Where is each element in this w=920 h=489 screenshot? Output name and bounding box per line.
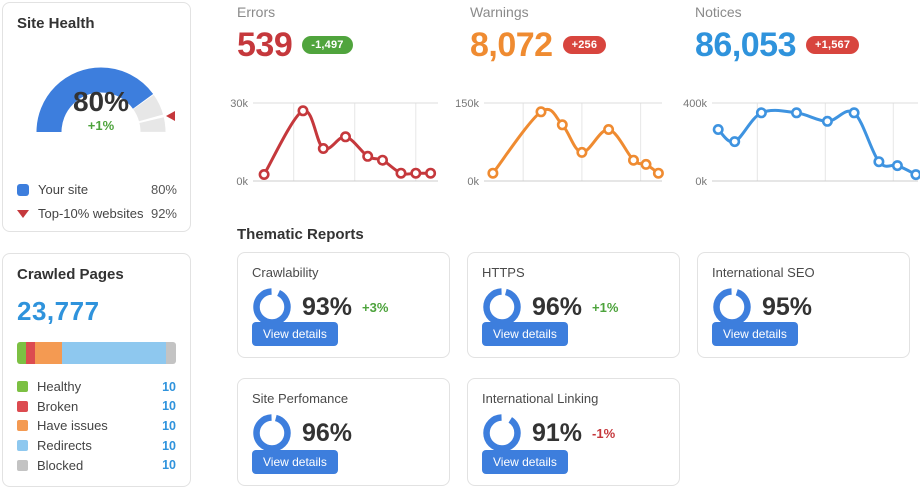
thematic-card-international-linking: International Linking 91% -1% View detai…	[467, 378, 680, 486]
have-issues-swatch-icon	[17, 420, 28, 432]
legend-item-healthy: Healthy 10	[17, 377, 176, 397]
thematic-card-crawlability: Crawlability 93% +3% View details	[237, 252, 450, 358]
notices-delta-badge: +1,567	[806, 36, 860, 54]
view-details-button[interactable]: View details	[252, 322, 338, 346]
warnings-metric: Warnings 8,072 +256	[470, 0, 688, 62]
gauge-track	[36, 67, 166, 133]
legend-label: Blocked	[37, 457, 84, 473]
healthy-swatch-icon	[17, 381, 28, 393]
legend-value: 80%	[150, 182, 177, 197]
warnings-value: 8,072	[470, 26, 553, 64]
errors-delta-badge: -1,497	[302, 36, 353, 54]
card-score: 93%	[302, 292, 353, 321]
card-score: 95%	[762, 292, 813, 321]
legend-value-link[interactable]: 10	[162, 379, 176, 394]
site-health-card: Site Health 80% +1% Your site 80% Top-10…	[2, 2, 191, 232]
legend-value-link[interactable]: 10	[162, 399, 176, 414]
bar-segment	[35, 342, 63, 364]
view-details-button[interactable]: View details	[712, 322, 798, 346]
benchmark-triangle-icon	[17, 209, 29, 218]
health-score-value: 80%	[73, 86, 129, 117]
svg-text:0k: 0k	[467, 176, 479, 188]
warnings-trend-chart: 150k 0k	[455, 98, 664, 188]
legend-item-blocked: Blocked 10	[17, 455, 176, 475]
thematic-card-site-performance: Site Perfomance 96% View details	[237, 378, 450, 486]
card-label: Site Perfomance	[252, 391, 349, 406]
legend-label: Healthy	[37, 379, 82, 395]
notices-label: Notices	[695, 4, 742, 20]
legend-label: Your site	[38, 182, 89, 197]
card-score: 91%	[532, 418, 583, 447]
legend-label: Have issues	[37, 418, 108, 434]
card-delta: -1%	[592, 425, 616, 441]
crawled-pages-total: 23,777	[17, 296, 100, 326]
legend-label: Broken	[37, 398, 79, 414]
thematic-card-international-seo: International SEO 95% View details	[697, 252, 910, 358]
blocked-swatch-icon	[17, 459, 28, 471]
notices-trend-chart: 400k 0k	[683, 98, 920, 188]
view-details-button[interactable]: View details	[482, 450, 568, 474]
donut-chart	[713, 288, 751, 326]
card-label: Crawlability	[252, 265, 319, 280]
crawled-pages-card: Crawled Pages 23,777 Healthy 10 Broken 1…	[2, 253, 191, 487]
legend-item-redirects: Redirects 10	[17, 436, 176, 456]
thematic-card-https: HTTPS 96% +1% View details	[467, 252, 680, 358]
notices-value: 86,053	[695, 26, 797, 64]
warnings-label: Warnings	[470, 4, 529, 20]
legend-value-link[interactable]: 10	[162, 438, 176, 453]
svg-text:150k: 150k	[455, 98, 479, 110]
view-details-button[interactable]: View details	[252, 450, 338, 474]
donut-chart	[253, 414, 291, 452]
card-delta: +3%	[362, 299, 389, 315]
legend-item-top10-websites: Top-10% websites 92%	[17, 206, 177, 221]
crawled-pages-legend: Healthy 10 Broken 10 Have issues 10 Redi…	[17, 377, 176, 475]
donut-chart	[483, 288, 521, 326]
notices-metric: Notices 86,053 +1,567	[695, 0, 913, 62]
card-delta: +1%	[592, 299, 619, 315]
crawled-pages-stacked-bar	[17, 342, 176, 364]
bar-segment	[17, 342, 26, 364]
broken-swatch-icon	[17, 400, 28, 412]
errors-label: Errors	[237, 4, 276, 20]
legend-value-link[interactable]: 10	[162, 418, 176, 433]
view-details-button[interactable]: View details	[482, 322, 568, 346]
svg-text:0k: 0k	[236, 176, 248, 188]
crawled-pages-title: Crawled Pages	[17, 266, 124, 283]
legend-label: Top-10% websites	[38, 206, 144, 221]
site-health-legend: Your site 80% Top-10% websites 92%	[17, 173, 177, 221]
thematic-reports-title: Thematic Reports	[237, 226, 364, 243]
card-label: HTTPS	[482, 265, 525, 280]
errors-value: 539	[237, 26, 293, 64]
card-label: International Linking	[482, 391, 599, 406]
legend-label: Redirects	[37, 438, 92, 454]
svg-text:0k: 0k	[695, 176, 707, 188]
legend-item-have-issues: Have issues 10	[17, 416, 176, 436]
donut-chart	[483, 414, 521, 452]
bar-segment	[62, 342, 167, 364]
svg-text:400k: 400k	[683, 98, 707, 110]
your-site-swatch-icon	[17, 183, 29, 196]
legend-value: 92%	[150, 206, 177, 221]
gauge-score-arc	[36, 67, 166, 133]
warnings-delta-badge: +256	[562, 36, 607, 54]
legend-item-broken: Broken 10	[17, 397, 176, 417]
card-score: 96%	[532, 292, 583, 321]
card-score: 96%	[302, 418, 353, 447]
bar-segment	[25, 342, 36, 364]
legend-item-your-site: Your site 80%	[17, 182, 177, 197]
errors-metric: Errors 539 -1,497	[237, 0, 455, 62]
benchmark-marker-icon	[166, 111, 175, 121]
health-score-delta: +1%	[88, 118, 115, 133]
card-label: International SEO	[712, 265, 815, 280]
site-health-title: Site Health	[17, 15, 95, 32]
svg-text:30k: 30k	[230, 98, 248, 110]
bar-segment	[166, 342, 176, 364]
site-health-gauge: 80% +1%	[36, 67, 175, 133]
donut-chart	[253, 288, 291, 326]
redirects-swatch-icon	[17, 440, 28, 452]
errors-trend-chart: 30k 0k	[230, 98, 438, 188]
legend-value-link[interactable]: 10	[162, 458, 176, 473]
